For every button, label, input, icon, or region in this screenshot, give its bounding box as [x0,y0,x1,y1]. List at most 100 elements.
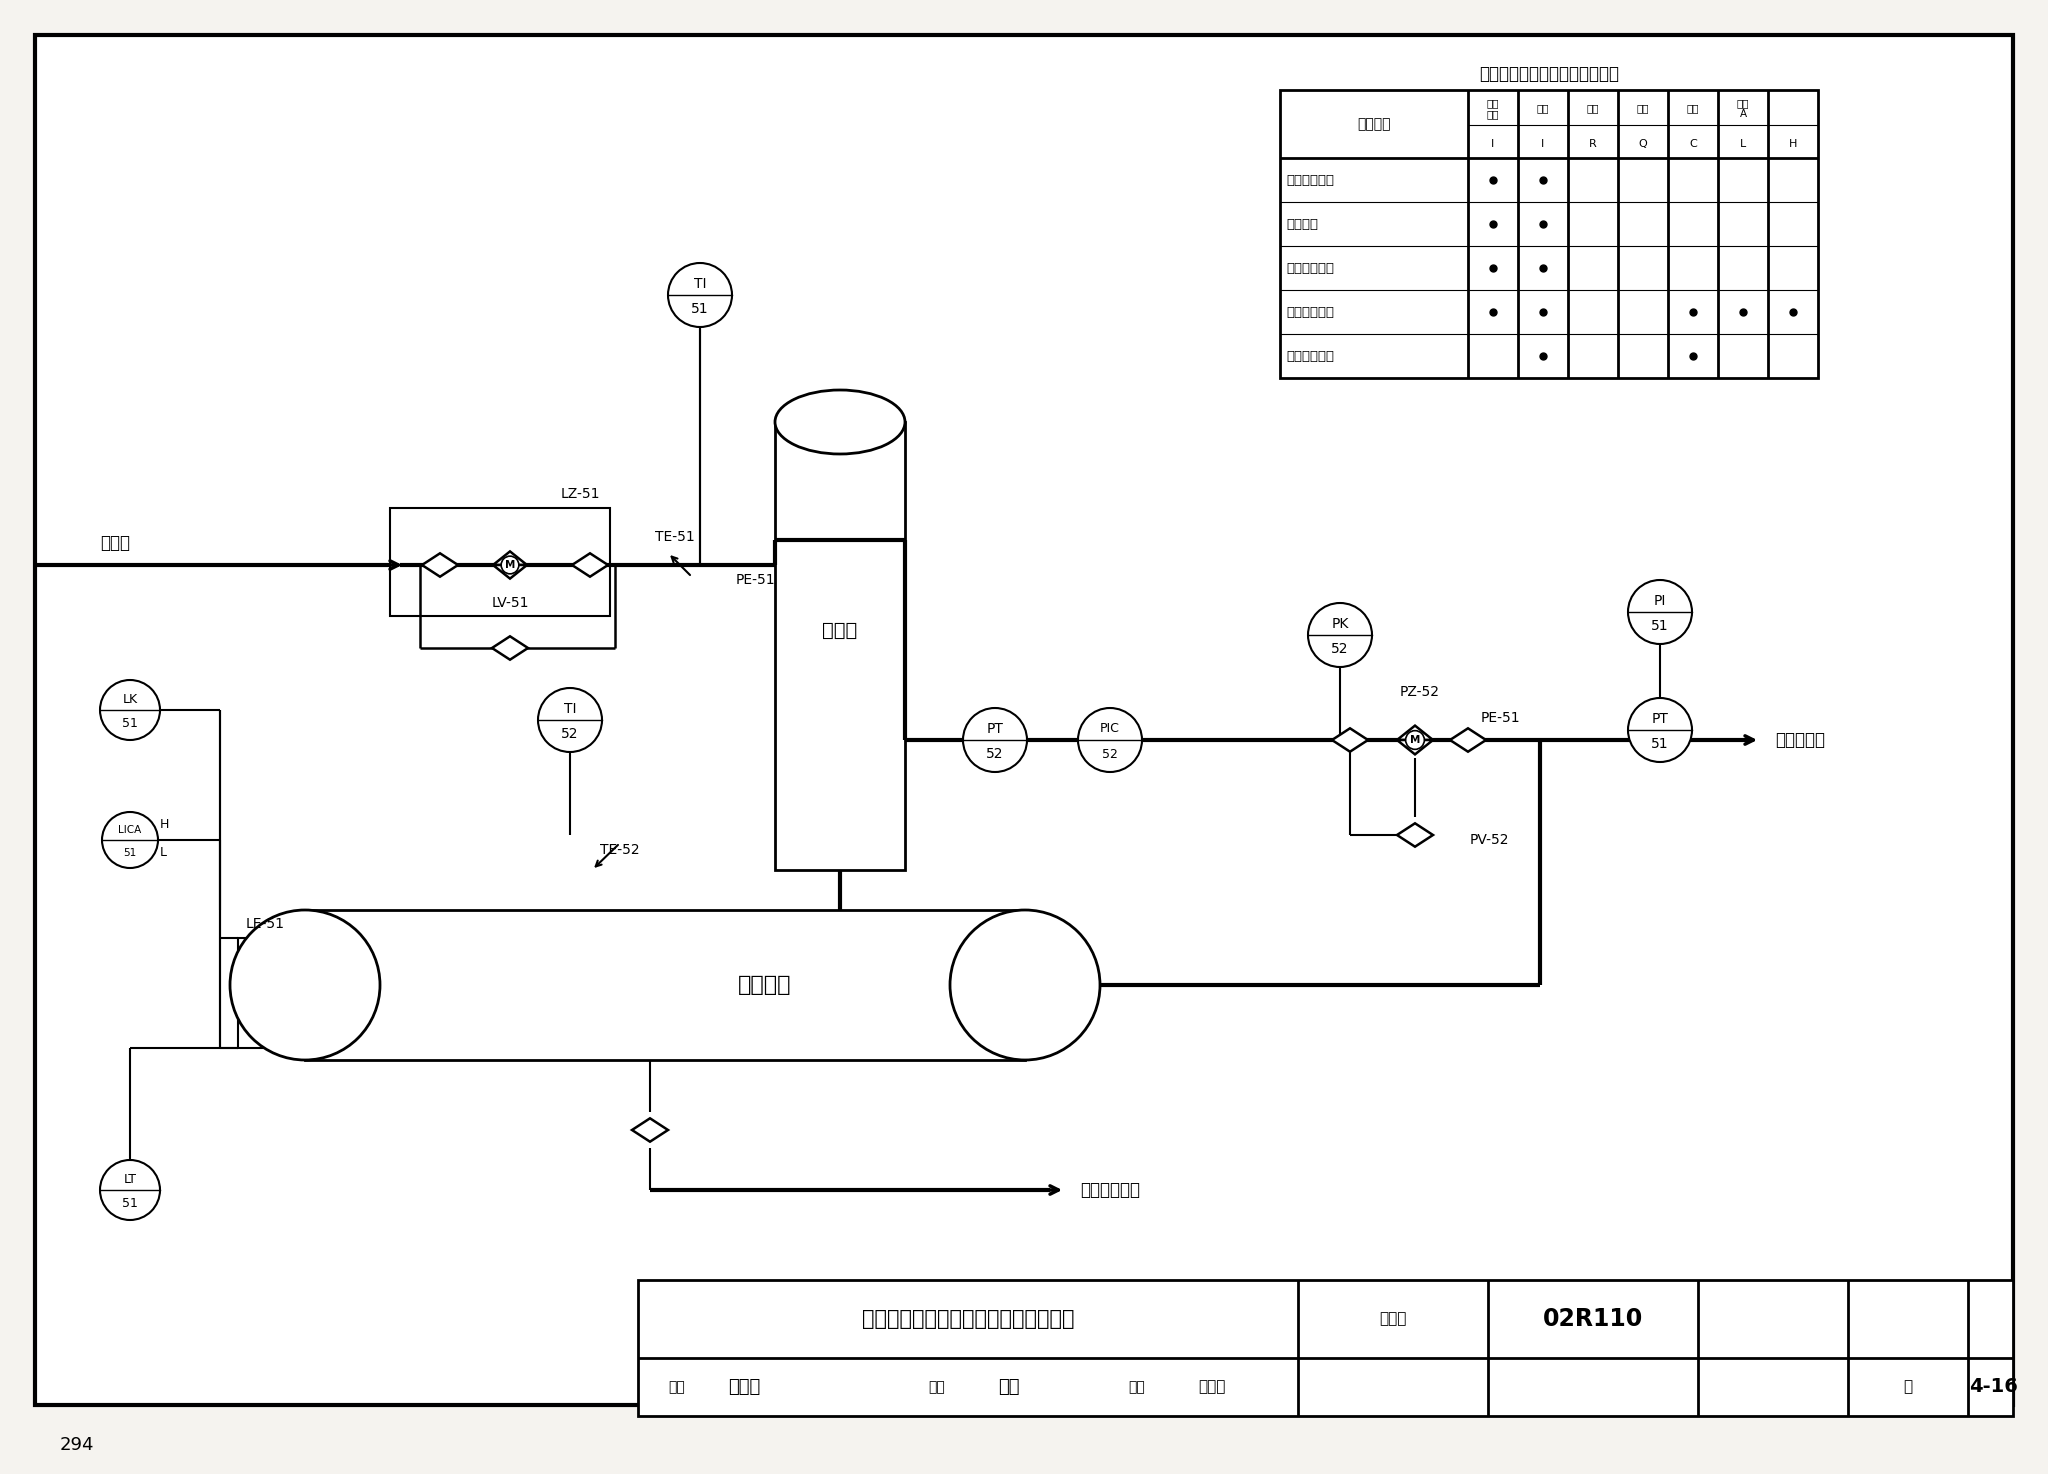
Text: 设计: 设计 [1128,1380,1145,1394]
Text: 52: 52 [1102,747,1118,761]
Polygon shape [1450,728,1487,752]
Polygon shape [571,553,608,576]
Text: 控制: 控制 [1688,103,1700,113]
Text: PZ-52: PZ-52 [1401,685,1440,699]
Text: PV-52: PV-52 [1470,833,1509,848]
Text: 51: 51 [1651,619,1669,634]
Text: 51: 51 [123,848,137,858]
Text: 294: 294 [59,1436,94,1453]
Circle shape [963,708,1026,772]
Text: 进水管: 进水管 [100,534,129,551]
Text: 累计: 累计 [1636,103,1649,113]
Text: 校对: 校对 [928,1380,944,1394]
Polygon shape [1331,728,1368,752]
Text: M: M [1409,736,1419,744]
Text: 指示: 指示 [1536,103,1548,113]
Text: LE-51: LE-51 [246,917,285,932]
Circle shape [539,688,602,752]
Text: 除氧水箱水位: 除氧水箱水位 [1286,305,1333,318]
Text: 02R110: 02R110 [1542,1307,1642,1331]
Text: TE-52: TE-52 [600,843,639,856]
Text: LK: LK [123,693,137,706]
Text: 51: 51 [690,302,709,317]
Text: LZ-51: LZ-51 [561,486,600,501]
Polygon shape [1397,824,1434,846]
Polygon shape [494,565,526,579]
Text: PI: PI [1655,594,1667,607]
Text: TI: TI [563,702,575,716]
Text: 审核: 审核 [668,1380,684,1394]
Text: 4-16: 4-16 [1968,1378,2017,1396]
Text: PT: PT [1651,712,1669,725]
Text: Q: Q [1638,139,1647,149]
Bar [389,509,610,616]
Circle shape [100,1160,160,1220]
Circle shape [502,556,518,573]
Text: TE-51: TE-51 [655,531,694,544]
Text: L: L [1741,139,1747,149]
Text: 除氧器内压力: 除氧器内压力 [1286,349,1333,363]
Text: PE-51: PE-51 [1481,710,1520,725]
Text: R: R [1589,139,1597,149]
Text: 就地
指示: 就地 指示 [1487,97,1499,119]
Bar [774,422,905,870]
Circle shape [100,680,160,740]
Polygon shape [494,551,526,565]
Text: LT: LT [123,1173,137,1187]
Text: 锅炉给水母管: 锅炉给水母管 [1079,1181,1141,1198]
Circle shape [1309,603,1372,668]
Polygon shape [422,553,459,576]
Text: 除氧器: 除氧器 [823,621,858,640]
Text: 除氧蒸汽管: 除氧蒸汽管 [1776,731,1825,749]
Text: 52: 52 [561,727,580,741]
Text: LICA: LICA [119,825,141,836]
Text: PK: PK [1331,616,1350,631]
Circle shape [102,812,158,868]
Text: 51: 51 [1651,737,1669,752]
Text: L: L [160,846,168,858]
Circle shape [1405,731,1423,749]
Circle shape [1077,708,1143,772]
Text: 进水温度: 进水温度 [1286,218,1319,230]
Text: 热力除氧器热工检测及自动调节系统图: 热力除氧器热工检测及自动调节系统图 [862,1309,1075,1330]
Text: H: H [1788,139,1798,149]
Text: 刘连: 刘连 [997,1378,1020,1396]
Text: 除氧水箱: 除氧水箱 [737,974,793,995]
Polygon shape [1397,740,1434,755]
Text: 52: 52 [1331,643,1350,656]
Ellipse shape [774,391,905,454]
Text: LV-51: LV-51 [492,595,528,610]
Text: 锅炉热工参数检测、控制项目表: 锅炉热工参数检测、控制项目表 [1479,65,1620,83]
Text: 52: 52 [987,747,1004,762]
Text: H: H [160,818,170,830]
Text: 51: 51 [123,716,137,730]
Polygon shape [1397,725,1434,740]
Text: 除氧蒸汽压力: 除氧蒸汽压力 [1286,174,1333,187]
Text: C: C [1690,139,1698,149]
Circle shape [1628,579,1692,644]
Bar [305,909,1024,1060]
Polygon shape [633,1119,668,1142]
Text: 记录: 记录 [1587,103,1599,113]
Ellipse shape [229,909,381,1060]
Text: 李胜房: 李胜房 [1198,1380,1225,1394]
Text: PT: PT [987,722,1004,736]
Text: I: I [1491,139,1495,149]
Text: 报警
A: 报警 A [1737,97,1749,119]
Bar [639,1279,2013,1417]
Polygon shape [492,637,528,660]
Text: 赵志玉: 赵志玉 [727,1378,760,1396]
Bar [238,937,293,1048]
Text: M: M [504,560,516,570]
Text: PIC: PIC [1100,722,1120,736]
Text: PE-51: PE-51 [735,573,774,587]
Circle shape [668,262,731,327]
Text: 除氧水箱温度: 除氧水箱温度 [1286,261,1333,274]
Text: 51: 51 [123,1197,137,1210]
Text: 页: 页 [1903,1380,1913,1394]
Text: TI: TI [694,277,707,290]
Circle shape [1628,699,1692,762]
Text: 项目内容: 项目内容 [1358,116,1391,131]
Bar [1280,90,1819,377]
Ellipse shape [950,909,1100,1060]
